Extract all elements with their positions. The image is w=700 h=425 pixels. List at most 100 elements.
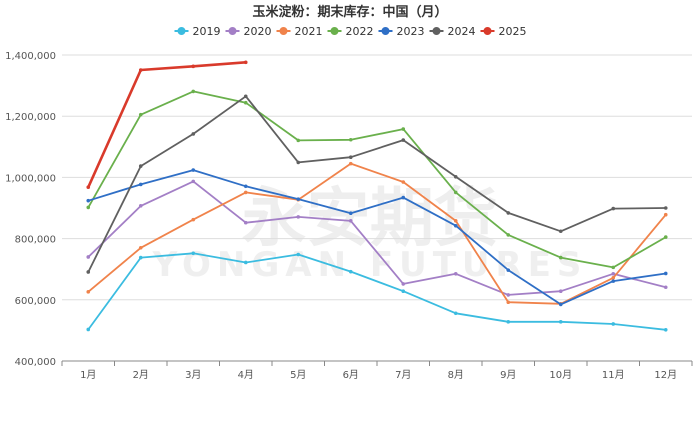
- x-tick-label: 12月: [654, 369, 677, 381]
- data-point: [243, 94, 248, 99]
- series-2021: [86, 161, 668, 306]
- legend-item-2023[interactable]: 2023: [378, 25, 425, 38]
- data-point: [348, 269, 353, 274]
- legend-marker: [330, 27, 339, 35]
- series-line-2023: [88, 169, 666, 306]
- data-point: [138, 182, 143, 187]
- data-point: [296, 138, 301, 143]
- data-point: [663, 235, 668, 239]
- legend-marker: [483, 27, 492, 35]
- legend-label: 2023: [397, 25, 425, 38]
- y-tick-label: 1,400,000: [5, 51, 56, 62]
- series-group: [86, 60, 668, 332]
- data-point: [401, 180, 406, 184]
- data-point: [558, 255, 563, 260]
- legend-label: 2024: [448, 25, 476, 38]
- x-tick-label: 4月: [238, 369, 254, 381]
- data-point: [506, 233, 511, 237]
- series-line-2020: [87, 180, 667, 296]
- x-tick-label: 2月: [133, 369, 149, 381]
- data-point: [611, 271, 616, 276]
- data-point: [296, 197, 301, 201]
- data-point: [663, 327, 668, 332]
- data-point: [296, 215, 301, 219]
- x-tick-label: 7月: [395, 369, 411, 381]
- data-point: [243, 100, 248, 105]
- data-point: [611, 265, 616, 270]
- legend-marker: [381, 27, 390, 35]
- legend-marker: [177, 27, 186, 35]
- data-point: [86, 205, 91, 210]
- data-point: [663, 285, 668, 290]
- data-point: [506, 268, 511, 272]
- data-point: [191, 251, 196, 256]
- y-tick-label: 1,200,000: [5, 112, 56, 123]
- data-point: [663, 212, 668, 217]
- data-point: [401, 289, 406, 294]
- data-point: [348, 155, 353, 160]
- data-point: [243, 184, 248, 189]
- data-point: [348, 219, 353, 223]
- legend-marker: [228, 27, 237, 35]
- legend-label: 2019: [193, 25, 221, 38]
- data-point: [506, 211, 511, 215]
- data-point: [138, 112, 143, 117]
- x-tick-label: 6月: [343, 369, 359, 381]
- legend-item-2022[interactable]: 2022: [327, 25, 374, 38]
- y-tick-label: 600,000: [15, 296, 56, 307]
- data-point: [86, 185, 91, 189]
- data-point: [453, 174, 458, 179]
- data-point: [348, 161, 353, 166]
- data-point: [348, 211, 353, 216]
- data-point: [401, 195, 406, 200]
- y-tick-label: 400,000: [15, 357, 56, 368]
- series-2023: [86, 168, 668, 307]
- series-2022: [86, 89, 668, 270]
- legend: 2019 2020 2021 2022 2023 2024 2025: [174, 25, 527, 38]
- data-point: [663, 206, 668, 210]
- legend-item-2025[interactable]: 2025: [480, 25, 527, 38]
- data-point: [138, 164, 143, 168]
- data-point: [86, 270, 91, 274]
- data-point: [611, 206, 616, 211]
- legend-item-2021[interactable]: 2021: [276, 25, 323, 38]
- y-axis: 400,000 600,000 800,000 1,000,000 1,200,000 1…: [5, 51, 56, 368]
- legend-marker: [279, 27, 288, 35]
- legend-item-2019[interactable]: 2019: [174, 25, 221, 38]
- series-line-2022: [87, 90, 667, 269]
- legend-item-2020[interactable]: 2020: [225, 25, 272, 38]
- x-axis: 1月 2月 3月 4月 5月 6月 7月 8月 9月 10月 11月 12月: [61, 361, 693, 381]
- data-point: [191, 217, 196, 222]
- data-point: [86, 290, 91, 294]
- data-point: [558, 229, 563, 234]
- data-point: [453, 190, 458, 195]
- data-point: [243, 190, 248, 195]
- data-point: [611, 322, 616, 326]
- series-2020: [86, 179, 668, 297]
- legend-item-2024[interactable]: 2024: [429, 25, 476, 38]
- data-point: [558, 302, 563, 307]
- data-point: [401, 138, 406, 142]
- data-point: [191, 168, 196, 172]
- data-point: [86, 255, 91, 259]
- legend-label: 2020: [244, 25, 272, 38]
- data-point: [558, 289, 563, 294]
- data-point: [296, 252, 301, 257]
- data-point: [453, 219, 458, 223]
- data-point: [138, 204, 143, 208]
- data-point: [243, 220, 248, 225]
- data-point: [191, 132, 196, 136]
- series-line-2024: [87, 95, 666, 273]
- data-point: [506, 293, 511, 297]
- x-tick-label: 8月: [448, 369, 464, 381]
- data-point: [191, 179, 196, 184]
- legend-label: 2022: [346, 25, 374, 38]
- data-point: [663, 271, 668, 276]
- x-tick-label: 1月: [80, 369, 96, 381]
- x-tick-label: 11月: [602, 369, 625, 381]
- legend-marker: [432, 27, 441, 35]
- data-point: [558, 320, 563, 324]
- series-2025: [86, 60, 248, 189]
- data-point: [86, 327, 91, 332]
